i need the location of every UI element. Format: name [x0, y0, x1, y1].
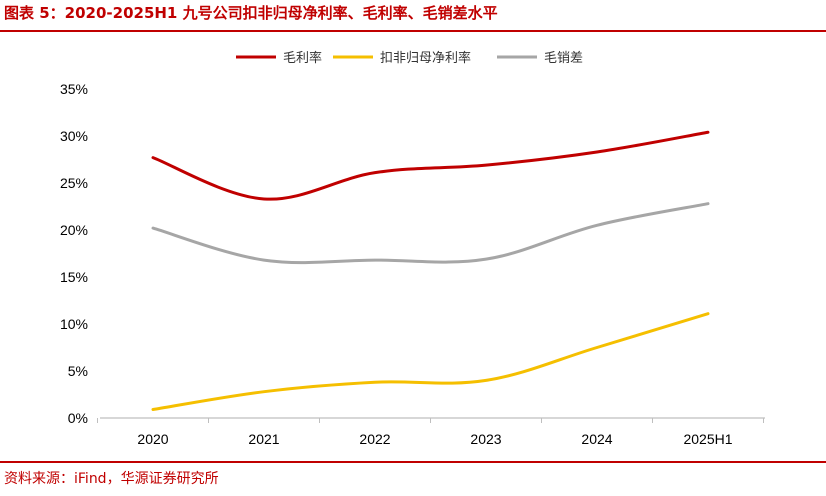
x-axis: 2020 2021 2022 2023 2024 2025H1: [97, 417, 765, 447]
y-tick-label: 0%: [68, 410, 88, 426]
x-tick-label: 2024: [581, 431, 612, 447]
y-tick-label: 25%: [60, 175, 88, 191]
x-tick-label: 2020: [137, 431, 168, 447]
legend: 毛利率 扣非归母净利率 毛销差: [236, 50, 583, 66]
x-tick-label: 2025H1: [683, 431, 732, 447]
series-line-1: [151, 312, 710, 412]
source-rule: [0, 461, 826, 463]
x-tick-label: 2021: [248, 431, 279, 447]
y-tick-label: 10%: [60, 316, 88, 332]
title-rule: [0, 30, 826, 32]
legend-label: 扣非归母净利率: [380, 50, 471, 66]
x-tick-label: 2022: [359, 431, 390, 447]
y-tick-label: 20%: [60, 222, 88, 238]
chart-title: 图表 5：2020-2025H1 九号公司扣非归母净利率、毛利率、毛销差水平: [4, 4, 498, 22]
x-tick-label: 2023: [470, 431, 501, 447]
y-tick-label: 30%: [60, 128, 88, 144]
source-note: 资料来源：iFind，华源证券研究所: [4, 471, 219, 487]
legend-label: 毛销差: [544, 51, 583, 66]
y-tick-label: 5%: [68, 363, 88, 379]
y-axis: 0% 5% 10% 15% 20% 25% 30% 35%: [60, 81, 88, 426]
series-group: [151, 130, 710, 412]
legend-label: 毛利率: [283, 50, 322, 66]
series-line-2: [151, 202, 710, 265]
y-tick-label: 15%: [60, 269, 88, 285]
series-line-0: [151, 130, 710, 201]
y-tick-label: 35%: [60, 81, 88, 97]
